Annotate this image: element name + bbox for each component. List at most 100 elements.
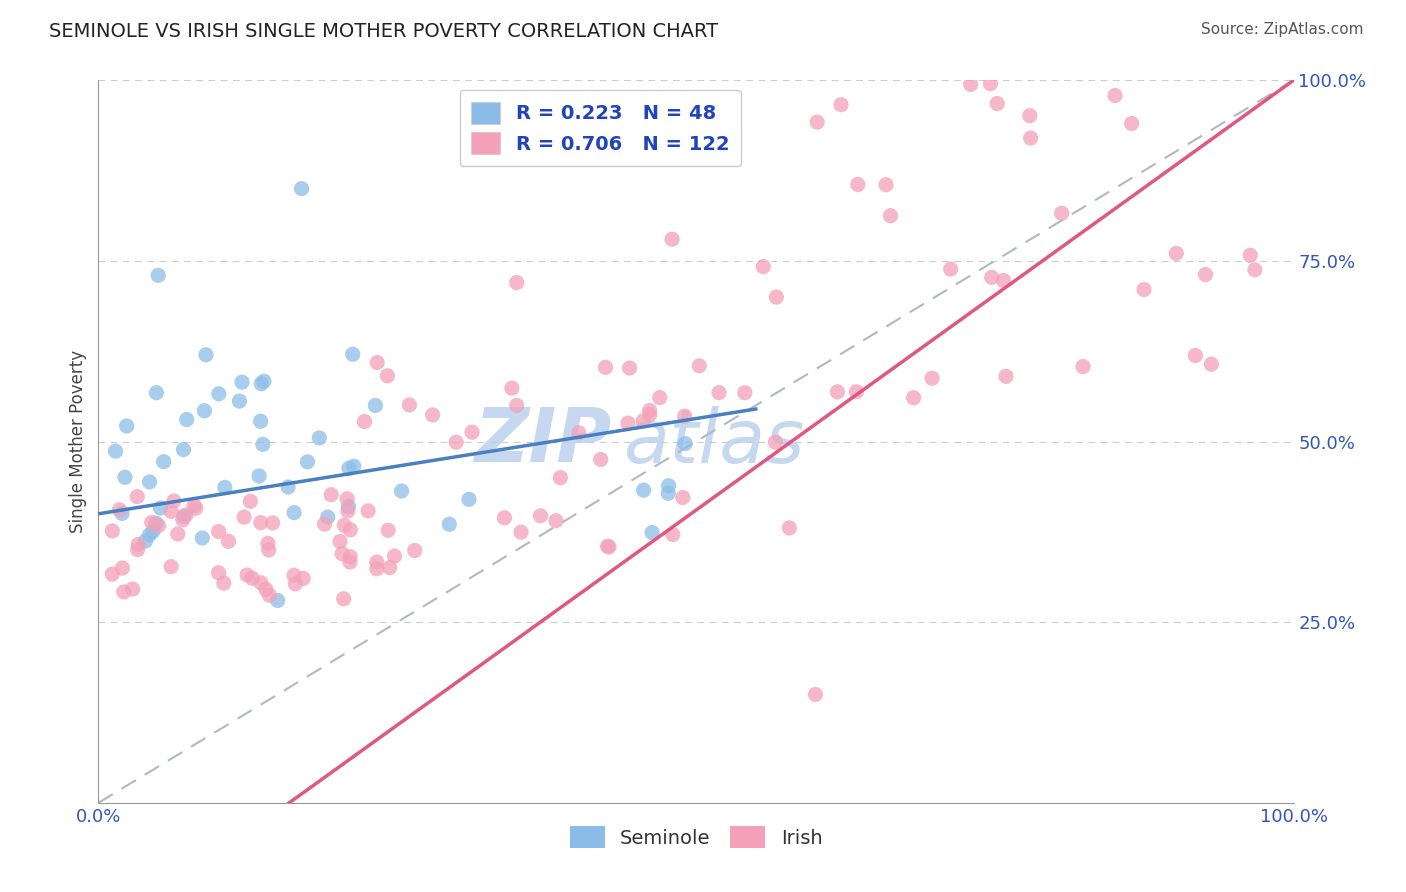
Point (247, 469, 270, 483)
Point (283, 568, 305, 582)
Point (149, 501, 172, 516)
Legend: Seminole, Irish: Seminole, Irish (560, 816, 832, 858)
Point (353, 415, 375, 429)
Point (404, 543, 426, 558)
Point (214, 480, 236, 494)
Point (707, 385, 730, 400)
Point (332, 591, 354, 606)
Point (152, 455, 174, 469)
Point (336, 504, 359, 518)
Point (160, 504, 183, 518)
Point (337, 461, 360, 475)
Point (308, 431, 330, 445)
Point (510, 525, 533, 540)
Point (252, 437, 274, 451)
Point (193, 404, 215, 418)
Point (330, 547, 353, 561)
Point (734, 385, 756, 400)
Point (208, 387, 231, 401)
Point (688, 359, 710, 373)
Point (207, 524, 229, 539)
Point (506, 398, 529, 412)
Point (903, 391, 925, 405)
Point (1166, 246, 1188, 260)
Point (184, 501, 207, 516)
Point (804, 687, 827, 701)
Point (648, 391, 671, 405)
Point (529, 508, 551, 523)
Point (172, 442, 194, 457)
Point (661, 527, 683, 541)
Point (250, 376, 273, 391)
Point (240, 571, 263, 585)
Point (292, 571, 315, 585)
Point (993, 273, 1015, 287)
Point (104, 444, 127, 458)
Point (846, 178, 869, 192)
Point (138, 475, 160, 489)
Point (1121, 116, 1143, 130)
Point (657, 486, 679, 500)
Point (176, 412, 198, 426)
Point (422, 408, 444, 422)
Point (145, 385, 167, 400)
Point (595, 360, 617, 375)
Point (291, 182, 314, 196)
Point (458, 492, 481, 507)
Point (658, 479, 681, 493)
Point (357, 504, 380, 518)
Point (673, 436, 696, 450)
Point (879, 209, 901, 223)
Point (765, 290, 787, 304)
Point (148, 268, 170, 283)
Point (827, 384, 849, 399)
Point (127, 542, 149, 557)
Point (506, 276, 529, 290)
Point (979, 77, 1001, 91)
Point (148, 518, 170, 533)
Point (384, 549, 406, 563)
Point (638, 408, 661, 422)
Point (568, 425, 591, 440)
Point (377, 523, 399, 537)
Point (101, 524, 124, 538)
Point (939, 262, 962, 277)
Point (239, 494, 262, 508)
Point (444, 435, 467, 450)
Point (231, 375, 253, 389)
Point (160, 559, 183, 574)
Point (336, 491, 359, 506)
Point (333, 518, 356, 533)
Point (501, 381, 523, 395)
Point (114, 470, 136, 484)
Point (283, 506, 305, 520)
Point (314, 517, 336, 532)
Point (391, 483, 413, 498)
Point (921, 371, 943, 385)
Text: Source: ZipAtlas.com: Source: ZipAtlas.com (1201, 22, 1364, 37)
Point (249, 516, 271, 530)
Point (339, 523, 361, 537)
Text: SEMINOLE VS IRISH SINGLE MOTHER POVERTY CORRELATION CHART: SEMINOLE VS IRISH SINGLE MOTHER POVERTY … (49, 22, 718, 41)
Point (806, 115, 828, 129)
Point (1239, 248, 1261, 262)
Point (250, 575, 273, 590)
Point (752, 260, 775, 274)
Point (544, 514, 567, 528)
Point (111, 561, 134, 575)
Point (596, 539, 619, 553)
Text: ZIP: ZIP (475, 405, 613, 478)
Point (262, 516, 284, 530)
Point (1050, 206, 1073, 220)
Point (233, 510, 256, 524)
Point (845, 384, 868, 399)
Point (1133, 283, 1156, 297)
Point (253, 374, 276, 388)
Point (398, 398, 420, 412)
Point (339, 555, 361, 569)
Point (138, 528, 160, 542)
Point (337, 500, 360, 514)
Point (366, 355, 388, 369)
Point (1104, 88, 1126, 103)
Point (1194, 268, 1216, 282)
